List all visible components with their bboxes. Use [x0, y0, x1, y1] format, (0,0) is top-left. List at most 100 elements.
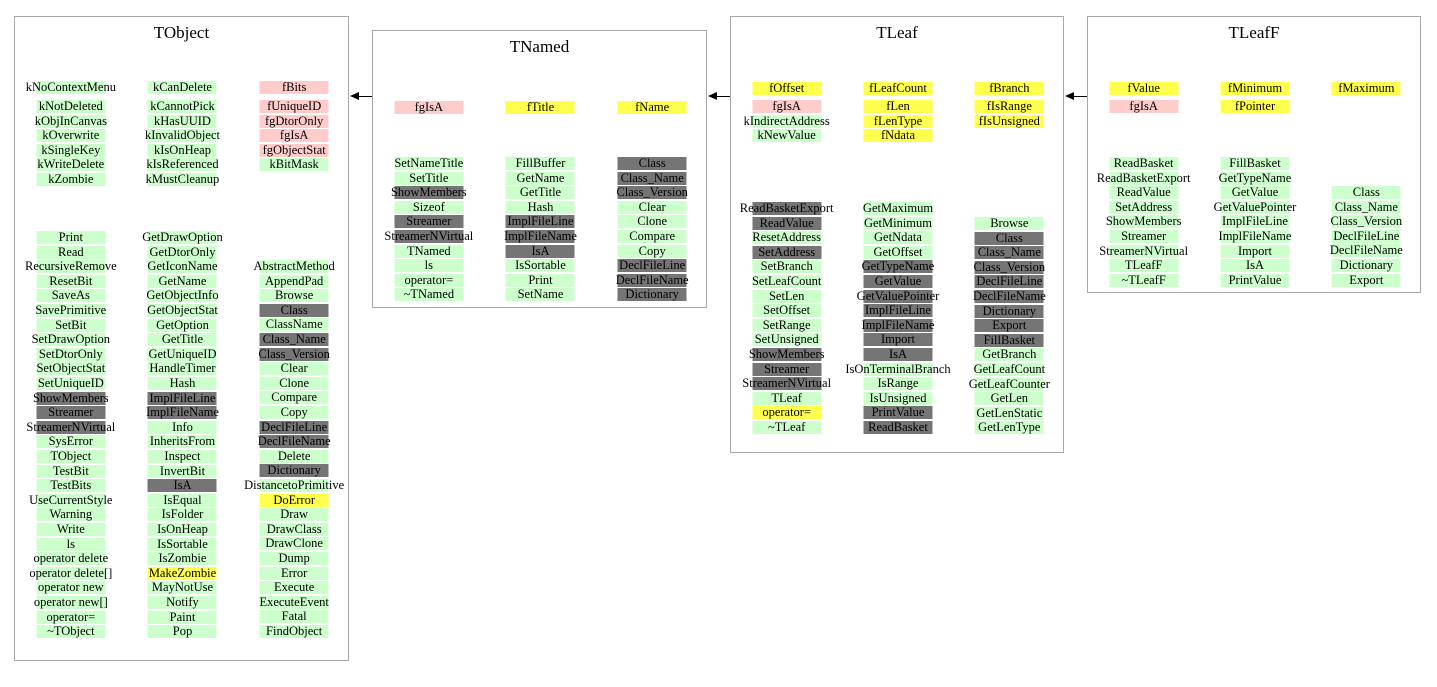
member-cell[interactable]: GetDtorOnly: [127, 245, 239, 260]
member-cell[interactable]: TObject: [15, 449, 127, 464]
member-cell[interactable]: DeclFileName: [238, 434, 350, 449]
member-cell[interactable]: SetAddress: [731, 245, 842, 260]
member-cell[interactable]: Streamer: [731, 362, 842, 377]
member-cell[interactable]: DeclFileLine: [238, 420, 350, 435]
member-cell[interactable]: DeclFileLine: [954, 274, 1065, 289]
member-cell[interactable]: Class: [954, 231, 1065, 246]
member-cell[interactable]: MayNotUse: [127, 580, 239, 595]
member-cell[interactable]: Import: [842, 332, 953, 347]
member-cell[interactable]: fLeafCount: [842, 81, 953, 96]
member-cell[interactable]: Clear: [238, 361, 350, 376]
member-cell[interactable]: kMustCleanup: [127, 172, 239, 187]
member-cell[interactable]: fName: [596, 100, 708, 115]
member-cell[interactable]: ResetAddress: [731, 230, 842, 245]
member-cell[interactable]: kBitMask: [238, 157, 350, 172]
member-cell[interactable]: GetValue: [1199, 185, 1310, 200]
member-cell[interactable]: DeclFileName: [954, 289, 1065, 304]
member-cell[interactable]: Draw: [238, 507, 350, 522]
member-cell[interactable]: Read: [15, 245, 127, 260]
member-cell[interactable]: operator delete[]: [15, 566, 127, 581]
member-cell[interactable]: Class_Version: [1311, 214, 1422, 229]
member-cell[interactable]: ImplFileName: [485, 229, 597, 244]
member-cell[interactable]: SetBit: [15, 318, 127, 333]
member-cell[interactable]: fgDtorOnly: [238, 114, 350, 129]
member-cell[interactable]: fUniqueID: [238, 99, 350, 114]
member-cell[interactable]: Hash: [485, 200, 597, 215]
member-cell[interactable]: Pop: [127, 624, 239, 639]
member-cell[interactable]: fPointer: [1199, 99, 1310, 114]
member-cell[interactable]: Streamer: [15, 405, 127, 420]
member-cell[interactable]: ShowMembers: [15, 391, 127, 406]
member-cell[interactable]: ls: [15, 537, 127, 552]
member-cell[interactable]: Write: [15, 522, 127, 537]
member-cell[interactable]: GetOption: [127, 318, 239, 333]
member-cell[interactable]: kNotDeleted: [15, 99, 127, 114]
member-cell[interactable]: Class_Name: [238, 332, 350, 347]
member-cell[interactable]: StreamerNVirtual: [15, 420, 127, 435]
member-cell[interactable]: GetValuePointer: [842, 289, 953, 304]
member-cell[interactable]: SetAddress: [1088, 200, 1199, 215]
member-cell[interactable]: kIsReferenced: [127, 157, 239, 172]
member-cell[interactable]: Clone: [596, 214, 708, 229]
member-cell[interactable]: SetNameTitle: [373, 156, 485, 171]
member-cell[interactable]: fgIsA: [731, 99, 842, 114]
member-cell[interactable]: ResetBit: [15, 274, 127, 289]
member-cell[interactable]: kInvalidObject: [127, 128, 239, 143]
member-cell[interactable]: MakeZombie: [127, 566, 239, 581]
member-cell[interactable]: ImplFileLine: [127, 391, 239, 406]
member-cell[interactable]: AbstractMethod: [238, 259, 350, 274]
member-cell[interactable]: ReadBasketExport: [1088, 171, 1199, 186]
member-cell[interactable]: GetValuePointer: [1199, 200, 1310, 215]
member-cell[interactable]: operator new: [15, 580, 127, 595]
member-cell[interactable]: Compare: [238, 390, 350, 405]
member-cell[interactable]: fgObjectStat: [238, 143, 350, 158]
member-cell[interactable]: IsSortable: [485, 258, 597, 273]
member-cell[interactable]: Browse: [238, 288, 350, 303]
member-cell[interactable]: Copy: [596, 244, 708, 259]
member-cell[interactable]: DrawClone: [238, 536, 350, 551]
member-cell[interactable]: Error: [238, 566, 350, 581]
member-cell[interactable]: Copy: [238, 405, 350, 420]
member-cell[interactable]: kIsOnHeap: [127, 143, 239, 158]
member-cell[interactable]: ~TLeaf: [731, 420, 842, 435]
member-cell[interactable]: SetDrawOption: [15, 332, 127, 347]
member-cell[interactable]: GetIconName: [127, 259, 239, 274]
member-cell[interactable]: operator=: [731, 405, 842, 420]
member-cell[interactable]: TestBit: [15, 464, 127, 479]
member-cell[interactable]: Dictionary: [954, 304, 1065, 319]
member-cell[interactable]: TNamed: [373, 244, 485, 259]
member-cell[interactable]: GetTypeName: [1199, 171, 1310, 186]
member-cell[interactable]: Fatal: [238, 609, 350, 624]
member-cell[interactable]: Class_Version: [238, 347, 350, 362]
member-cell[interactable]: IsSortable: [127, 537, 239, 552]
member-cell[interactable]: Paint: [127, 610, 239, 625]
member-cell[interactable]: Hash: [127, 376, 239, 391]
member-cell[interactable]: Streamer: [1088, 229, 1199, 244]
member-cell[interactable]: Compare: [596, 229, 708, 244]
member-cell[interactable]: Inspect: [127, 449, 239, 464]
member-cell[interactable]: IsA: [842, 347, 953, 362]
member-cell[interactable]: fIsUnsigned: [954, 114, 1065, 129]
member-cell[interactable]: kIndirectAddress: [731, 114, 842, 129]
member-cell[interactable]: Warning: [15, 507, 127, 522]
member-cell[interactable]: fValue: [1088, 81, 1199, 96]
member-cell[interactable]: InvertBit: [127, 464, 239, 479]
member-cell[interactable]: Print: [15, 230, 127, 245]
member-cell[interactable]: Clone: [238, 376, 350, 391]
member-cell[interactable]: Clear: [596, 200, 708, 215]
member-cell[interactable]: IsZombie: [127, 551, 239, 566]
class-title[interactable]: TLeaf: [876, 23, 918, 42]
member-cell[interactable]: IsRange: [842, 376, 953, 391]
member-cell[interactable]: GetObjectInfo: [127, 288, 239, 303]
member-cell[interactable]: fLen: [842, 99, 953, 114]
member-cell[interactable]: ImplFileLine: [842, 303, 953, 318]
member-cell[interactable]: kCanDelete: [127, 80, 239, 95]
member-cell[interactable]: Info: [127, 420, 239, 435]
member-cell[interactable]: DeclFileLine: [596, 258, 708, 273]
member-cell[interactable]: fgIsA: [373, 100, 485, 115]
member-cell[interactable]: fOffset: [731, 81, 842, 96]
member-cell[interactable]: FillBasket: [954, 333, 1065, 348]
member-cell[interactable]: fNdata: [842, 128, 953, 143]
member-cell[interactable]: fMinimum: [1199, 81, 1310, 96]
member-cell[interactable]: IsOnTerminalBranch: [842, 362, 953, 377]
